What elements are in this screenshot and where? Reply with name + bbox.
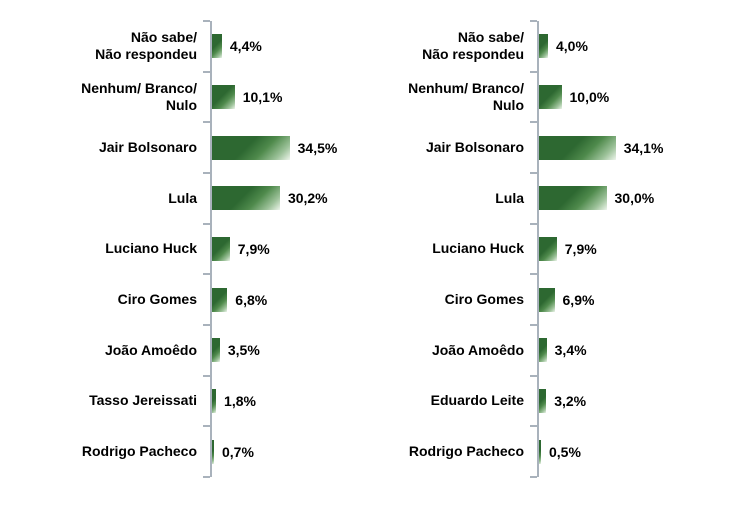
bar <box>212 237 230 262</box>
value-label: 6,8% <box>235 291 268 308</box>
chart-row: Rodrigo Pacheco 0,7% <box>8 425 408 478</box>
chart-row: Eduardo Leite 3,2% <box>335 374 745 427</box>
category-label: Não sabe/ Não respondeu <box>95 28 197 63</box>
chart-row: Não sabe/ Não respondeu 4,0% <box>335 20 745 72</box>
bar <box>212 439 214 464</box>
category-label: Nenhum/ Branco/ Nulo <box>81 79 197 114</box>
bar <box>212 338 220 363</box>
bar <box>212 85 235 109</box>
category-label: Jair Bolsonaro <box>98 138 197 155</box>
bar <box>539 85 562 109</box>
chart-row: Nenhum/ Branco/ Nulo 10,1% <box>8 70 408 123</box>
chart-row: Luciano Huck 7,9% <box>8 222 408 275</box>
bar <box>539 338 547 363</box>
value-label: 7,9% <box>237 241 270 258</box>
value-label: 30,2% <box>287 190 328 207</box>
chart-row: Lula 30,2% <box>8 172 408 224</box>
value-label: 4,0% <box>556 38 588 55</box>
chart-row: Jair Bolsonaro 34,5% <box>8 121 408 174</box>
value-label: 3,4% <box>554 342 587 359</box>
value-label: 3,5% <box>227 342 260 359</box>
value-label: 6,9% <box>562 291 595 308</box>
category-label: João Amoêdo <box>104 341 197 358</box>
category-label: Não sabe/ Não respondeu <box>422 28 524 63</box>
category-label: Ciro Gomes <box>444 290 524 307</box>
plot-area: 30,0% <box>530 172 745 224</box>
plot-area: 30,2% <box>203 172 408 224</box>
plot-area: 3,2% <box>530 374 745 427</box>
chart-row: Ciro Gomes 6,9% <box>335 273 745 326</box>
value-label: 0,7% <box>222 443 254 460</box>
poll-chart-left: Não sabe/ Não respondeu 4,4% Nenhum/ Branc… <box>8 20 408 478</box>
category-label: Luciano Huck <box>432 240 524 257</box>
plot-area: 34,5% <box>203 121 408 174</box>
plot-area: 4,0% <box>530 20 745 72</box>
chart-row: Ciro Gomes 6,8% <box>8 273 408 326</box>
bar <box>212 135 290 160</box>
category-label: Tasso Jereissati <box>89 392 197 409</box>
poll-chart-right: Não sabe/ Não respondeu 4,0% Nenhum/ Branc… <box>335 20 745 478</box>
bar <box>212 186 280 211</box>
value-label: 34,1% <box>623 139 664 156</box>
category-label: Lula <box>495 189 524 206</box>
plot-area: 7,9% <box>203 222 408 275</box>
chart-row: Luciano Huck 7,9% <box>335 222 745 275</box>
value-label: 30,0% <box>614 190 655 207</box>
plot-area: 3,4% <box>530 324 745 376</box>
category-label: Rodrigo Pacheco <box>408 442 524 459</box>
plot-area: 6,9% <box>530 273 745 326</box>
plot-area: 6,8% <box>203 273 408 326</box>
chart-row: Nenhum/ Branco/ Nulo 10,0% <box>335 70 745 123</box>
plot-area: 1,8% <box>203 374 408 427</box>
value-label: 4,4% <box>229 38 262 55</box>
value-label: 7,9% <box>564 241 597 258</box>
category-label: Ciro Gomes <box>117 290 197 307</box>
chart-row: João Amoêdo 3,5% <box>8 324 408 376</box>
chart-row: Tasso Jereissati 1,8% <box>8 374 408 427</box>
bar <box>212 287 228 312</box>
category-label: Eduardo Leite <box>430 392 524 409</box>
chart-row: Rodrigo Pacheco 0,5% <box>335 425 745 478</box>
value-label: 1,8% <box>224 393 256 410</box>
plot-area: 3,5% <box>203 324 408 376</box>
bar <box>539 389 547 414</box>
bar <box>212 389 217 414</box>
plot-area: 7,9% <box>530 222 745 275</box>
value-label: 34,5% <box>297 139 338 156</box>
value-label: 0,5% <box>549 443 581 460</box>
value-label: 10,0% <box>569 89 610 105</box>
bar <box>539 186 607 211</box>
bar <box>539 287 555 312</box>
bar <box>539 34 548 59</box>
category-label: Nenhum/ Branco/ Nulo <box>408 79 524 114</box>
plot-area: 10,0% <box>530 70 745 123</box>
bar <box>539 439 541 464</box>
bar <box>539 135 616 160</box>
bar <box>539 237 557 262</box>
plot-area: 34,1% <box>530 121 745 174</box>
value-label: 3,2% <box>554 393 587 410</box>
plot-area: 4,4% <box>203 20 408 72</box>
category-label: Rodrigo Pacheco <box>81 442 197 459</box>
category-label: Luciano Huck <box>105 240 197 257</box>
plot-area: 0,5% <box>530 425 745 478</box>
chart-row: Lula 30,0% <box>335 172 745 224</box>
category-label: Lula <box>168 189 197 206</box>
category-label: João Amoêdo <box>431 341 524 358</box>
chart-row: Não sabe/ Não respondeu 4,4% <box>8 20 408 72</box>
value-label: 10,1% <box>242 89 283 105</box>
bar <box>212 34 222 59</box>
chart-row: João Amoêdo 3,4% <box>335 324 745 376</box>
plot-area: 10,1% <box>203 70 408 123</box>
plot-area: 0,7% <box>203 425 408 478</box>
category-label: Jair Bolsonaro <box>425 138 524 155</box>
chart-row: Jair Bolsonaro 34,1% <box>335 121 745 174</box>
